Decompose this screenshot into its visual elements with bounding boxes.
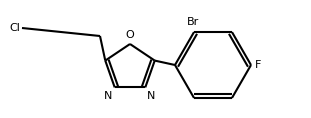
Text: Cl: Cl <box>9 23 20 33</box>
Text: F: F <box>255 60 261 70</box>
Text: N: N <box>104 91 113 101</box>
Text: Br: Br <box>187 17 199 27</box>
Text: O: O <box>126 30 134 40</box>
Text: N: N <box>147 91 156 101</box>
